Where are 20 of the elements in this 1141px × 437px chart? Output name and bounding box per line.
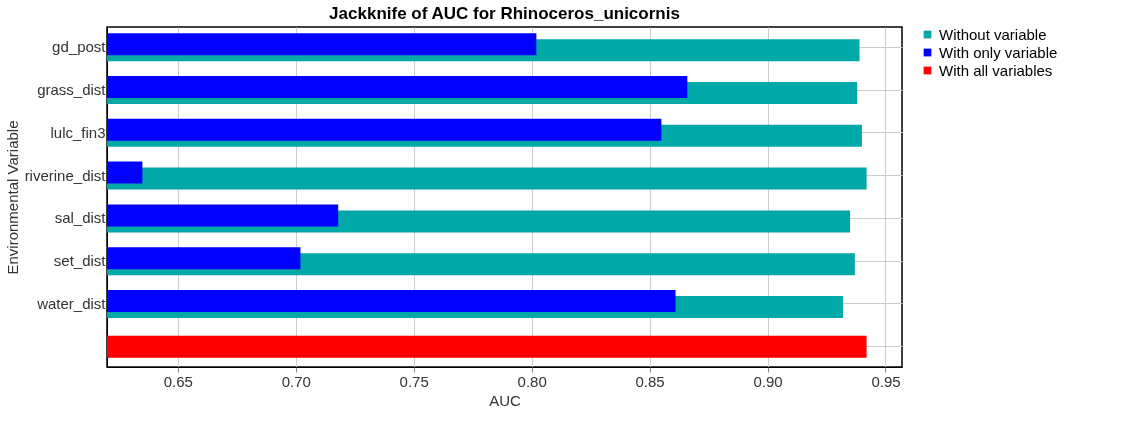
chart-title: Jackknife of AUC for Rhinoceros_unicornis bbox=[329, 4, 680, 23]
y-tick-label: riverine_dist bbox=[24, 166, 107, 184]
x-tick-label: 0.70 bbox=[281, 372, 311, 390]
y-tick-label: lulc_fin3 bbox=[50, 123, 106, 141]
legend-label: With all variables bbox=[939, 61, 1053, 79]
legend-label: With only variable bbox=[939, 43, 1058, 61]
y-tick-label: grass_dist bbox=[37, 81, 107, 99]
y-tick-label: set_dist bbox=[53, 252, 107, 270]
y-tick-label: gd_post bbox=[52, 38, 107, 56]
x-tick-label: 0.95 bbox=[871, 372, 901, 390]
y-tick-label: sal_dist bbox=[54, 209, 107, 227]
x-tick-label: 0.85 bbox=[635, 372, 665, 390]
x-tick-label: 0.65 bbox=[163, 372, 193, 390]
y-axis-title: Environmental Variable bbox=[3, 120, 21, 275]
legend-label: Without variable bbox=[939, 25, 1047, 43]
x-tick-label: 0.80 bbox=[517, 372, 547, 390]
x-tick-label: 0.90 bbox=[753, 372, 783, 390]
y-tick-label: water_dist bbox=[36, 294, 107, 312]
x-tick-label: 0.75 bbox=[399, 372, 429, 390]
x-axis-title: AUC bbox=[489, 391, 521, 409]
